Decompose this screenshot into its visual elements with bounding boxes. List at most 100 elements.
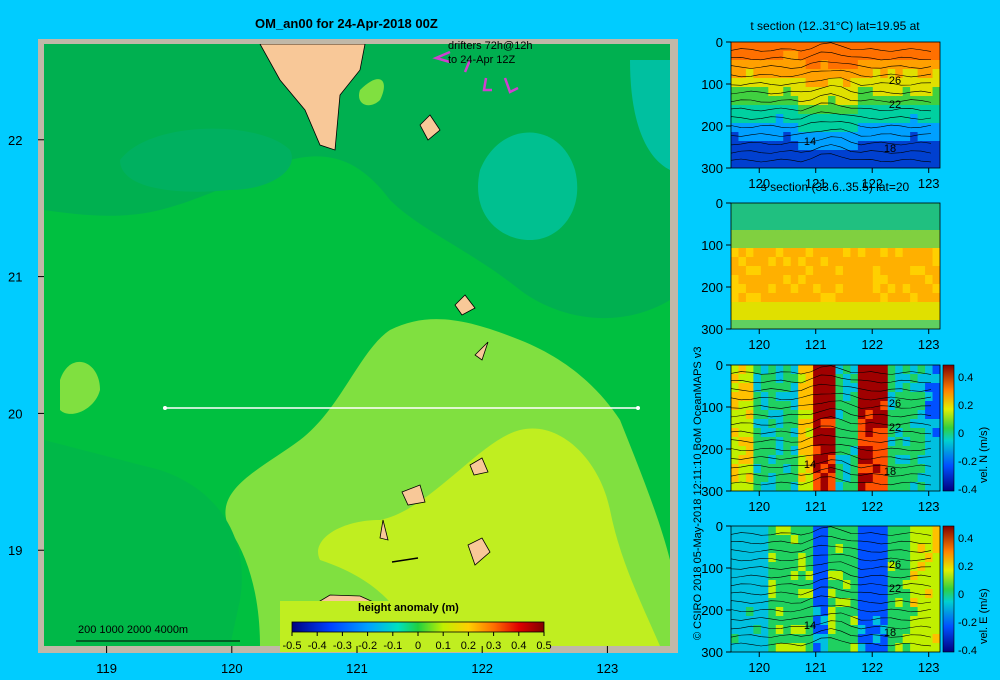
section-cell (783, 392, 792, 402)
section-cell (805, 284, 814, 294)
section-cell (895, 203, 904, 213)
section-cell (753, 320, 762, 329)
section-cell (910, 482, 919, 491)
section-cell (925, 544, 934, 554)
section-cell (798, 221, 807, 231)
section-cell (768, 598, 777, 608)
section-cell (887, 302, 896, 312)
section-cell (775, 455, 784, 465)
section-cell (857, 257, 866, 267)
section-cell (828, 239, 836, 249)
section-cell (828, 473, 836, 483)
section-cell (895, 598, 904, 608)
section-cell (902, 365, 911, 375)
section-cell (895, 78, 904, 88)
depth-tick-label: 100 (701, 561, 723, 576)
section-cell (857, 114, 866, 124)
section-cell (932, 266, 940, 276)
section-cell (917, 428, 926, 438)
section-cell (842, 105, 851, 115)
section-cell (880, 535, 889, 545)
section-cell (828, 410, 836, 420)
section-cell (880, 60, 889, 70)
section-cell (925, 320, 934, 329)
section-cell (828, 535, 836, 545)
section-cell (775, 302, 784, 312)
section-cell (798, 293, 807, 303)
section-cell (932, 293, 940, 303)
section-cell (768, 275, 777, 285)
section-cell (745, 114, 754, 124)
section-cell (768, 562, 777, 572)
section-cell (850, 446, 859, 456)
section-cell (731, 464, 739, 474)
section-cell (857, 553, 866, 563)
section-cell (932, 60, 940, 70)
section-cell (895, 374, 904, 384)
section-cell (768, 132, 777, 142)
section-cell (857, 266, 866, 276)
section-cell (738, 51, 747, 61)
section-cell (925, 239, 934, 249)
section-cell (835, 428, 844, 438)
section-cell (745, 239, 754, 249)
section-cell (865, 464, 874, 474)
section-cell (738, 374, 747, 384)
contour-line (731, 400, 932, 409)
section-cell (828, 123, 836, 133)
section-cell (880, 383, 889, 393)
section-cell (805, 114, 814, 124)
section-cell (783, 383, 792, 393)
section-cell (880, 51, 889, 61)
velocity-colorbar-tick: 0.2 (958, 561, 973, 573)
section-cell (790, 571, 799, 581)
section-cell (805, 302, 814, 312)
section-cell (820, 571, 829, 581)
section-cell (880, 221, 889, 231)
section-cell (783, 42, 792, 52)
section-cell (775, 571, 784, 581)
section-cell (738, 419, 747, 429)
section-cell (895, 150, 904, 160)
section-cell (745, 275, 754, 285)
contour-line (731, 365, 932, 375)
section-cell (902, 311, 911, 321)
section-cell (842, 159, 851, 168)
section-cell (887, 625, 896, 635)
section-cell (798, 437, 807, 447)
section-cell (760, 383, 769, 393)
section-cell (835, 42, 844, 52)
section-cell (813, 114, 822, 124)
section-cell (895, 482, 904, 491)
section-cell (925, 428, 934, 438)
lon-tick-label: 123 (597, 661, 619, 676)
section-cell (850, 212, 859, 222)
section-cell (932, 302, 940, 312)
section-cell (731, 78, 739, 88)
colorbar-tick-label: 0.4 (511, 640, 526, 652)
section-cell (835, 419, 844, 429)
velocity-colorbar-label: vel. E (m/s) (978, 588, 990, 644)
section-cell (813, 607, 822, 617)
section-cell (872, 473, 881, 483)
section-cell (813, 365, 822, 375)
section-cell (798, 544, 807, 554)
contour-line (731, 612, 932, 621)
section-cell (798, 553, 807, 563)
section-cell (745, 473, 754, 483)
section-cell (887, 607, 896, 617)
contour-line (731, 408, 932, 418)
colorbar-tick-label: -0.1 (383, 640, 402, 652)
section-cell (872, 320, 881, 329)
section-cell (768, 589, 777, 599)
map-field-teal-west (120, 128, 292, 192)
section-cell (880, 239, 889, 249)
section-cell (753, 616, 762, 626)
section-cell (805, 320, 814, 329)
section-cell (828, 114, 836, 124)
section-cell (745, 553, 754, 563)
map-field-dark-southwest (44, 440, 242, 646)
section-cell (902, 159, 911, 168)
section-cell (783, 203, 792, 213)
section-cell (828, 607, 836, 617)
